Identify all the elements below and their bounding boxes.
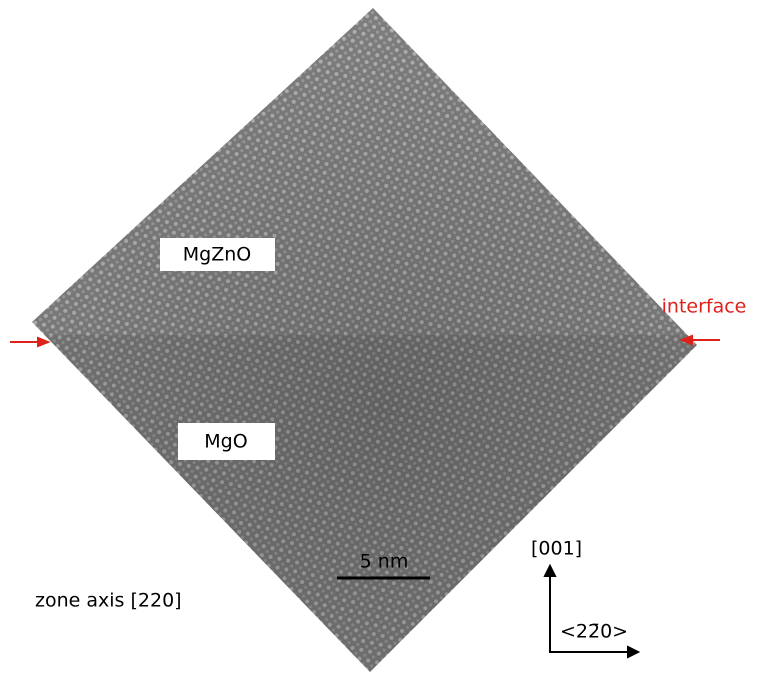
layer-label: MgZnO [183, 244, 251, 266]
micrograph [0, 0, 771, 677]
scale-bar-label: 5 nm [360, 551, 409, 573]
direction-label: [001] [531, 538, 582, 560]
layer-label: MgO [204, 431, 247, 453]
interface-label: interface [662, 296, 747, 318]
direction-label: <22̄0> [560, 621, 628, 643]
axes-arrows [545, 566, 638, 657]
zone-axis-label: zone axis [220] [35, 590, 182, 612]
figure: MgZnO MgO interface 5 nm zone axis [220]… [0, 0, 771, 677]
